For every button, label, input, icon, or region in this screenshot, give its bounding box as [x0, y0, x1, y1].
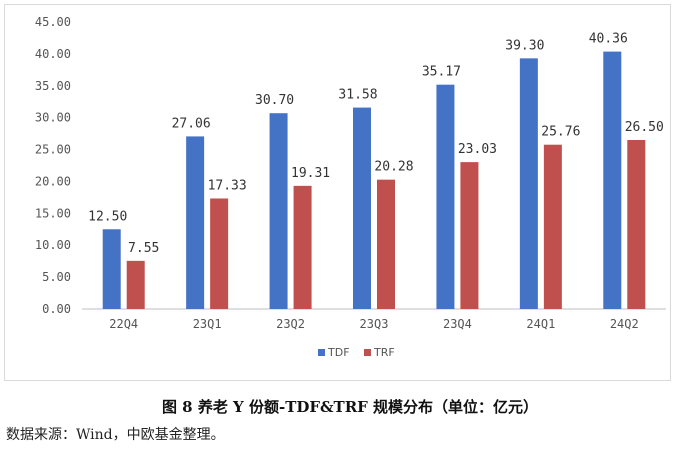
data-label-tdf: 12.50 — [88, 209, 127, 224]
bar-trf — [210, 198, 229, 309]
bar-tdf — [186, 136, 205, 309]
x-tick-label: 23Q2 — [276, 317, 305, 331]
legend-label-trf: TRF — [373, 346, 395, 359]
bar-tdf — [436, 84, 455, 309]
x-tick-label: 23Q4 — [443, 317, 472, 331]
y-tick-label: 45.00 — [35, 15, 71, 29]
bar-trf — [293, 185, 312, 309]
bar-chart: 0.00 5.00 10.00 15.00 20.00 25.00 30.00 35.00 40… — [35, 15, 666, 359]
y-tick-label: 5.00 — [42, 270, 71, 284]
bar-trf — [377, 179, 395, 309]
data-label-tdf: 30.70 — [255, 93, 294, 108]
data-label-trf: 26.50 — [625, 120, 664, 135]
y-tick-label: 15.00 — [35, 206, 71, 220]
y-tick-label: 25.00 — [35, 143, 71, 157]
x-tick-label: 22Q4 — [109, 317, 138, 331]
y-tick-label: 35.00 — [35, 79, 71, 93]
legend-swatch-tdf — [318, 349, 325, 356]
data-label-tdf: 40.36 — [589, 32, 628, 47]
data-source-note: 数据来源：Wind，中欧基金整理。 — [6, 427, 225, 443]
data-label-trf: 25.76 — [541, 125, 580, 140]
bar-tdf — [353, 107, 371, 309]
data-label-tdf: 35.17 — [422, 65, 461, 80]
bar-trf — [460, 162, 479, 309]
y-tick-label: 10.00 — [35, 238, 71, 252]
data-label-trf: 7.55 — [128, 241, 159, 256]
y-tick-label: 0.00 — [42, 302, 71, 316]
data-label-trf: 19.31 — [291, 166, 330, 181]
x-tick-label: 24Q1 — [526, 317, 555, 331]
legend-swatch-trf — [364, 349, 371, 356]
data-label-tdf: 31.58 — [338, 88, 377, 103]
bar-trf — [543, 144, 562, 309]
bar-tdf — [269, 113, 288, 309]
x-tick-label: 24Q2 — [610, 317, 639, 331]
data-label-tdf: 27.06 — [172, 116, 211, 131]
bar-trf — [627, 139, 646, 309]
bar-tdf — [519, 58, 538, 309]
bar-tdf — [102, 229, 121, 309]
y-tick-label: 40.00 — [35, 47, 71, 61]
x-tick-label: 23Q3 — [360, 317, 389, 331]
data-label-trf: 23.03 — [458, 142, 497, 157]
data-label-tdf: 39.30 — [505, 38, 544, 53]
data-label-trf: 17.33 — [208, 178, 247, 193]
y-tick-label: 30.00 — [35, 111, 71, 125]
y-tick-label: 20.00 — [35, 174, 71, 188]
x-tick-label: 23Q1 — [193, 317, 222, 331]
bar-tdf — [603, 51, 622, 309]
bar-trf — [126, 260, 145, 309]
figure-caption: 图 8 养老 Y 份额-TDF&TRF 规模分布（单位：亿元） — [161, 398, 539, 416]
data-label-trf: 20.28 — [374, 160, 413, 175]
legend-label-tdf: TDF — [327, 346, 350, 359]
